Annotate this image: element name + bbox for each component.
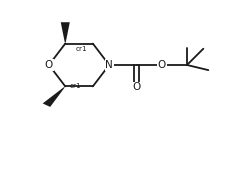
Text: cr1: cr1 <box>75 46 86 52</box>
Text: cr1: cr1 <box>69 83 81 89</box>
Text: O: O <box>45 60 53 70</box>
Text: N: N <box>105 60 112 70</box>
Text: O: O <box>157 60 165 70</box>
Text: O: O <box>132 82 140 92</box>
Polygon shape <box>60 22 70 43</box>
Polygon shape <box>42 87 64 107</box>
